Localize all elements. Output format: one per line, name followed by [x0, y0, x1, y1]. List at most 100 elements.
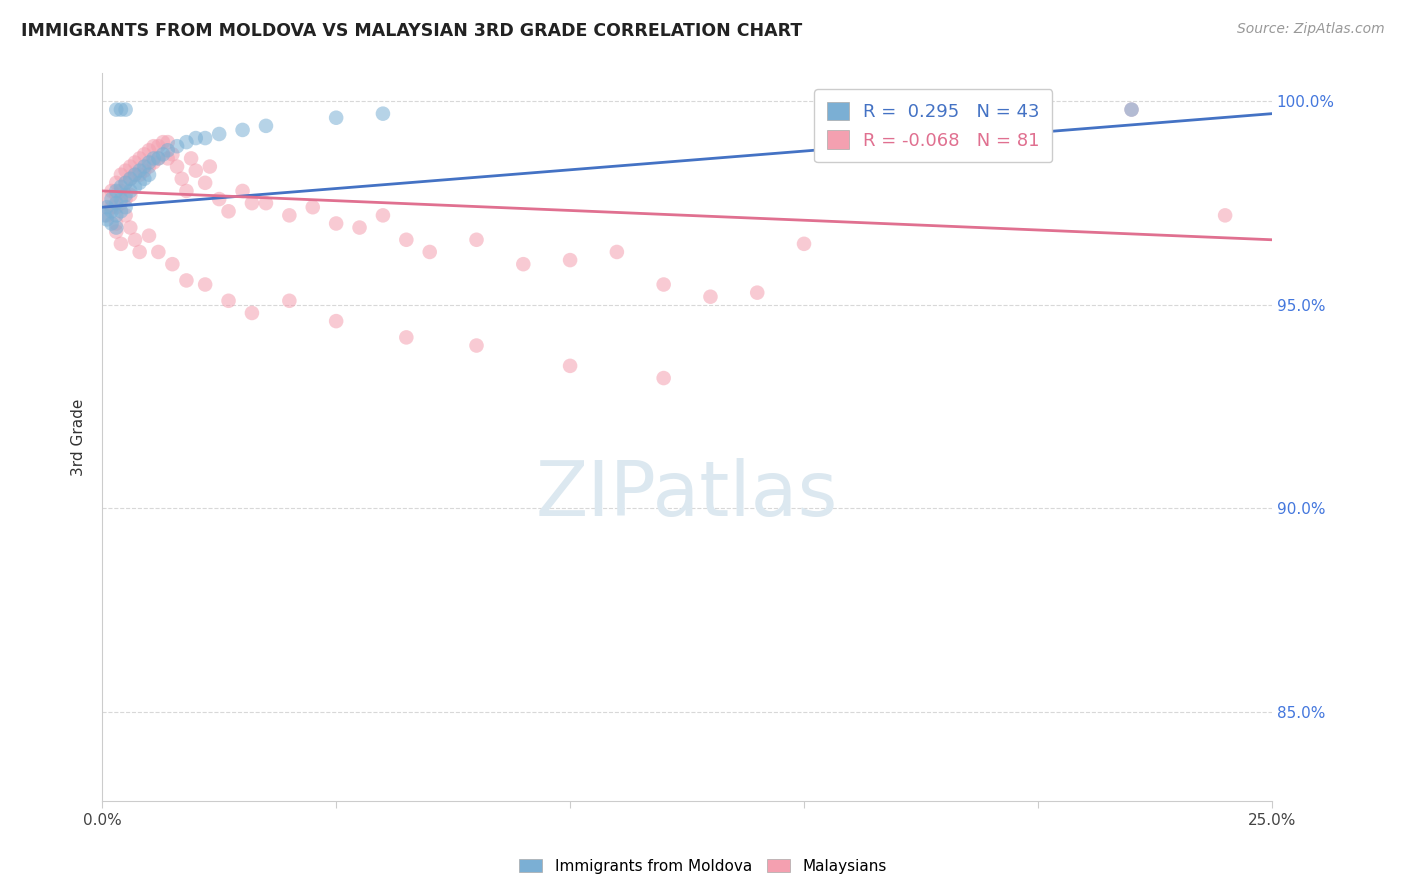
Point [208, 127, 231, 141]
Point [166, 139, 188, 153]
Point [138, 143, 160, 157]
Point [110, 184, 132, 198]
Point [100, 184, 122, 198]
Point [142, 155, 165, 169]
Point [124, 168, 146, 182]
Point [254, 196, 277, 211]
Point [278, 293, 301, 308]
Point [395, 330, 418, 344]
Point [128, 168, 150, 182]
Legend: Immigrants from Moldova, Malaysians: Immigrants from Moldova, Malaysians [513, 853, 893, 880]
Point [325, 217, 347, 231]
Point [114, 103, 136, 117]
Point [395, 233, 418, 247]
Point [120, 220, 142, 235]
Point [606, 244, 628, 259]
Point [105, 200, 128, 214]
Point [558, 359, 581, 373]
Point [325, 111, 347, 125]
Point [124, 155, 146, 169]
Point [208, 192, 231, 206]
Point [152, 147, 174, 161]
Point [176, 135, 198, 149]
Point [652, 277, 675, 292]
Point [114, 163, 136, 178]
Point [142, 152, 165, 166]
Point [114, 192, 136, 206]
Point [105, 217, 128, 231]
Point [349, 220, 371, 235]
Point [699, 290, 721, 304]
Point [747, 285, 769, 300]
Point [218, 204, 240, 219]
Point [194, 176, 217, 190]
Text: ZIPatlas: ZIPatlas [536, 458, 838, 533]
Point [465, 233, 488, 247]
Point [134, 163, 156, 178]
Point [1213, 208, 1236, 222]
Point [110, 196, 132, 211]
Text: IMMIGRANTS FROM MOLDOVA VS MALAYSIAN 3RD GRADE CORRELATION CHART: IMMIGRANTS FROM MOLDOVA VS MALAYSIAN 3RD… [21, 22, 803, 40]
Point [100, 204, 122, 219]
Point [114, 208, 136, 222]
Point [96, 208, 118, 222]
Point [325, 314, 347, 328]
Point [278, 208, 301, 222]
Point [134, 160, 156, 174]
Point [100, 192, 122, 206]
Point [166, 160, 188, 174]
Point [138, 168, 160, 182]
Point [148, 244, 170, 259]
Point [194, 277, 217, 292]
Point [96, 212, 118, 227]
Point [652, 371, 675, 385]
Point [180, 152, 202, 166]
Point [128, 176, 150, 190]
Point [254, 119, 277, 133]
Point [1121, 103, 1143, 117]
Point [105, 176, 128, 190]
Point [128, 163, 150, 178]
Text: Source: ZipAtlas.com: Source: ZipAtlas.com [1237, 22, 1385, 37]
Y-axis label: 3rd Grade: 3rd Grade [72, 399, 86, 475]
Point [105, 208, 128, 222]
Point [162, 257, 184, 271]
Point [110, 236, 132, 251]
Point [134, 147, 156, 161]
Point [793, 236, 815, 251]
Point [93, 208, 115, 222]
Point [128, 244, 150, 259]
Point [162, 147, 184, 161]
Point [558, 253, 581, 268]
Point [105, 184, 128, 198]
Point [138, 228, 160, 243]
Point [176, 184, 198, 198]
Point [198, 160, 221, 174]
Point [1121, 103, 1143, 117]
Point [142, 139, 165, 153]
Point [105, 220, 128, 235]
Point [110, 192, 132, 206]
Point [232, 184, 254, 198]
Point [512, 257, 534, 271]
Point [156, 135, 179, 149]
Point [240, 196, 263, 211]
Point [465, 338, 488, 352]
Legend: R =  0.295   N = 43, R = -0.068   N = 81: R = 0.295 N = 43, R = -0.068 N = 81 [814, 89, 1052, 162]
Point [114, 200, 136, 214]
Point [134, 171, 156, 186]
Point [240, 306, 263, 320]
Point [152, 135, 174, 149]
Point [218, 293, 240, 308]
Point [184, 163, 207, 178]
Point [110, 103, 132, 117]
Point [148, 139, 170, 153]
Point [138, 160, 160, 174]
Point [96, 192, 118, 206]
Point [120, 188, 142, 202]
Point [120, 184, 142, 198]
Point [371, 106, 394, 120]
Point [100, 217, 122, 231]
Point [105, 188, 128, 202]
Point [148, 152, 170, 166]
